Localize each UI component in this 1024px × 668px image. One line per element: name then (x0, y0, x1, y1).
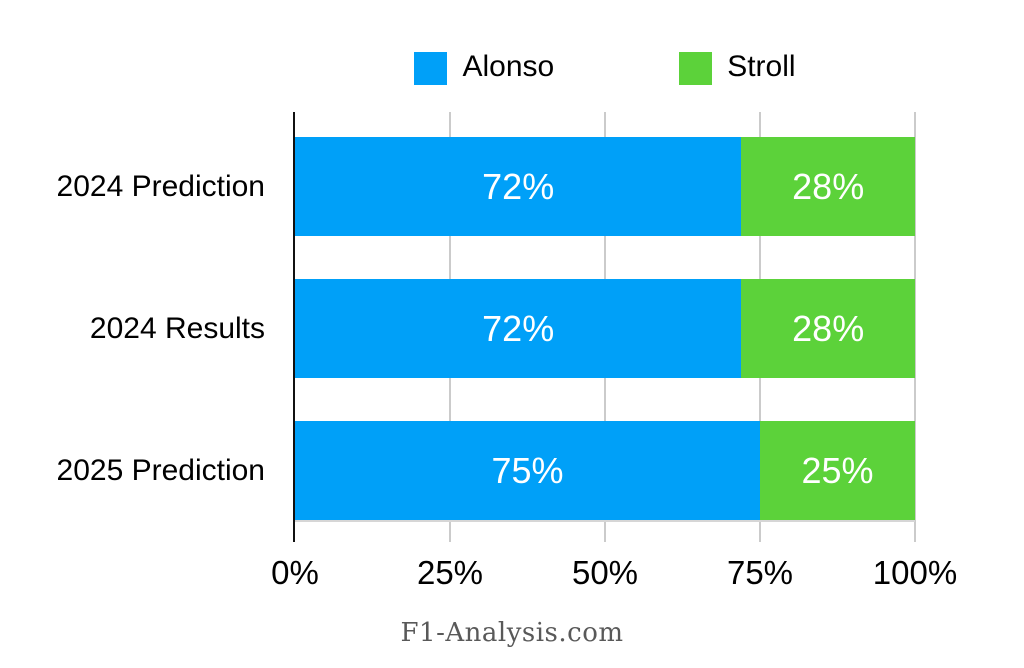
bar-row: 75% 25% (295, 421, 915, 520)
bar-segment-stroll: 25% (760, 421, 915, 520)
bar-value-label: 72% (482, 165, 555, 207)
legend-item-alonso: Alonso (414, 50, 555, 85)
category-label: 2024 Prediction (56, 169, 265, 203)
x-axis-tick-label: 25% (416, 554, 484, 591)
bar-row: 72% 28% (295, 137, 915, 236)
x-axis-tick-label: 75% (726, 554, 794, 591)
footer-watermark: F1-Analysis.com (400, 618, 624, 648)
bar-row: 72% 28% (295, 279, 915, 378)
bar-value-label: 75% (491, 449, 564, 491)
bar-segment-alonso: 75% (295, 421, 760, 520)
y-axis-line (293, 112, 295, 542)
legend-label-alonso: Alonso (462, 50, 555, 83)
bar-value-label: 72% (482, 307, 555, 349)
bar-segment-alonso: 72% (295, 137, 742, 236)
bar-segment-stroll: 28% (741, 279, 915, 378)
bar-value-label: 25% (801, 449, 874, 491)
legend-label-stroll: Stroll (727, 50, 796, 83)
bar-segment-alonso: 72% (295, 279, 742, 378)
category-label: 2025 Prediction (56, 453, 265, 487)
alonso-swatch-icon (414, 51, 448, 85)
x-axis-tick-label: 100% (872, 554, 958, 591)
bar-value-label: 28% (792, 307, 865, 349)
legend: Alonso Stroll (295, 46, 915, 90)
bar-value-label: 28% (792, 165, 865, 207)
category-label: 2024 Results (89, 311, 265, 345)
stroll-swatch-icon (679, 51, 713, 85)
bar-segment-stroll: 28% (741, 137, 915, 236)
x-axis-tick-label: 0% (271, 554, 319, 591)
legend-item-stroll: Stroll (679, 50, 796, 85)
gridline (914, 112, 916, 542)
x-axis-tick-label: 50% (571, 554, 639, 591)
x-axis-baseline (295, 520, 915, 522)
